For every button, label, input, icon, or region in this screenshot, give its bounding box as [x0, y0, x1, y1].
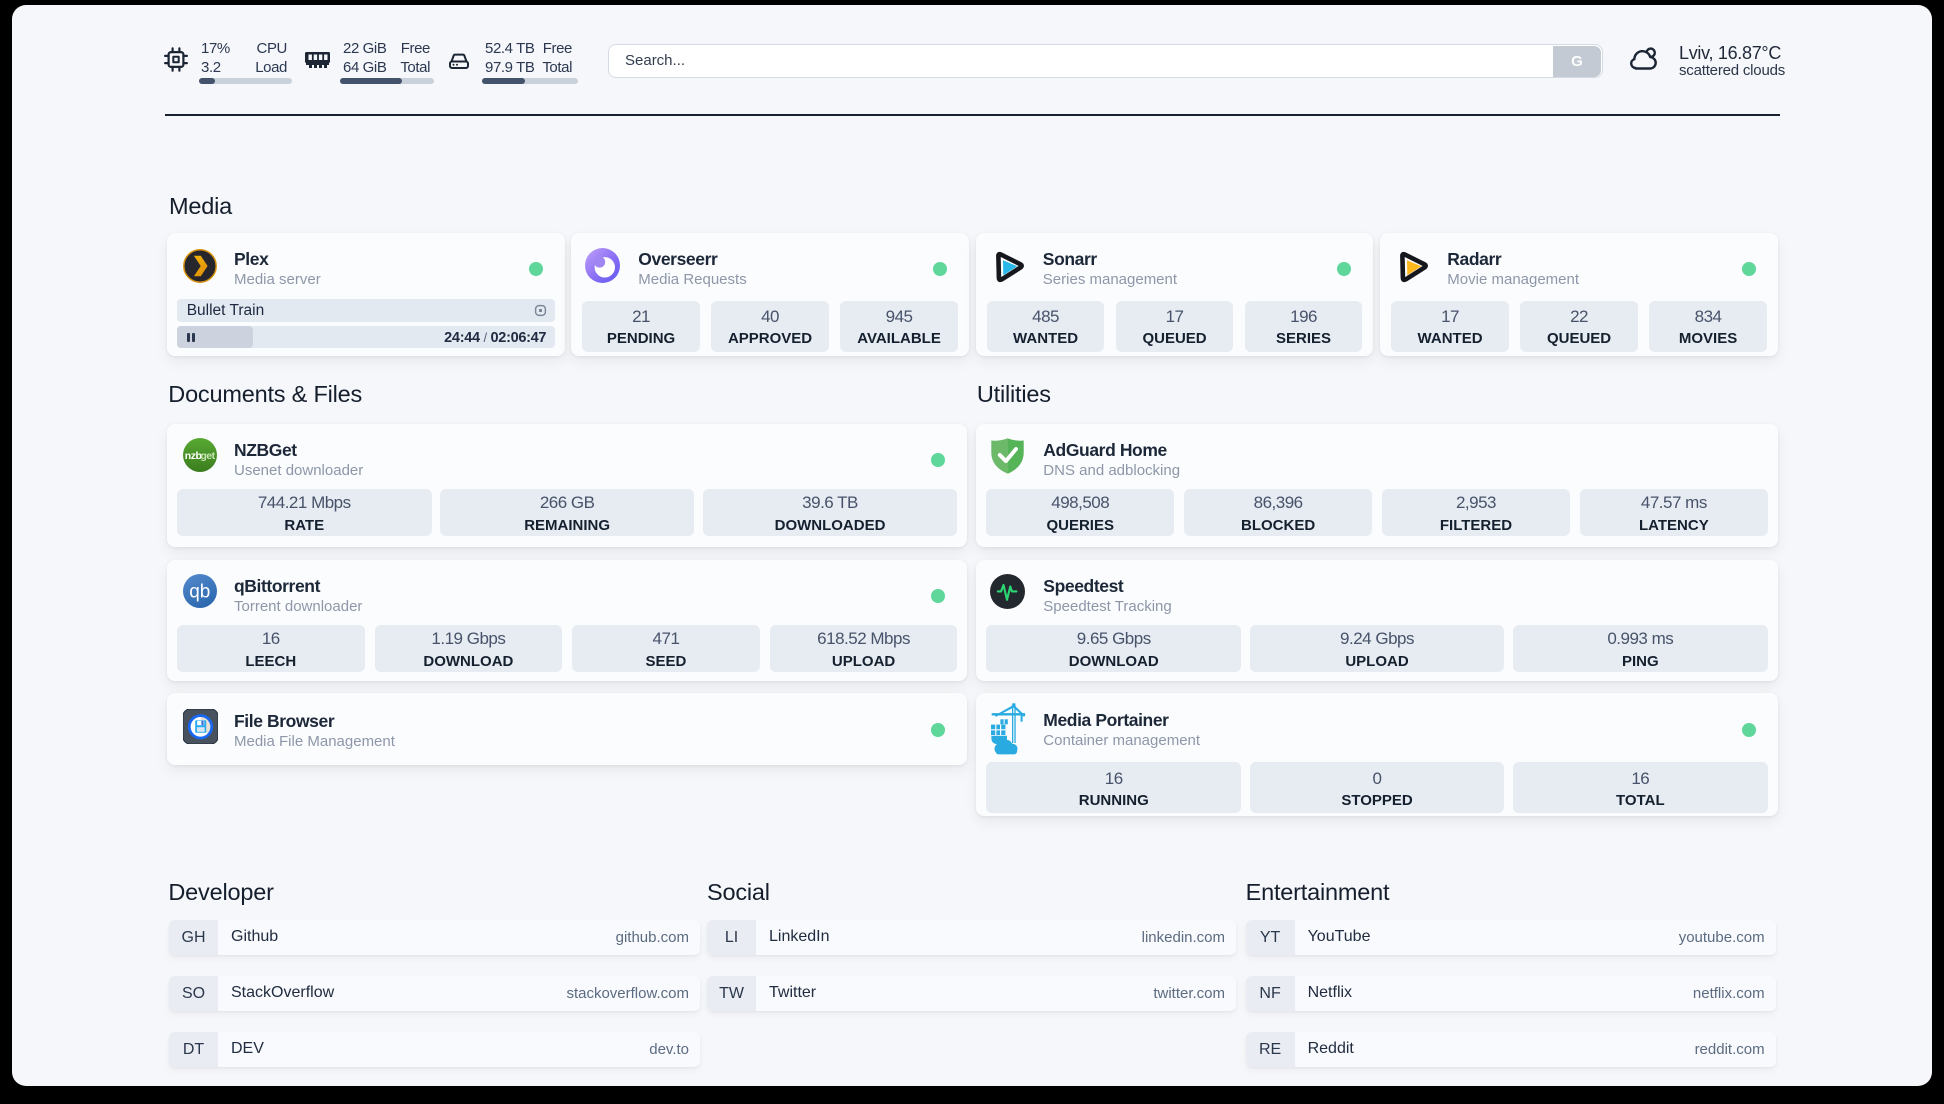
svg-text:get: get [200, 450, 215, 462]
svg-text:nzb: nzb [185, 450, 202, 462]
svg-text:qb: qb [189, 582, 210, 603]
